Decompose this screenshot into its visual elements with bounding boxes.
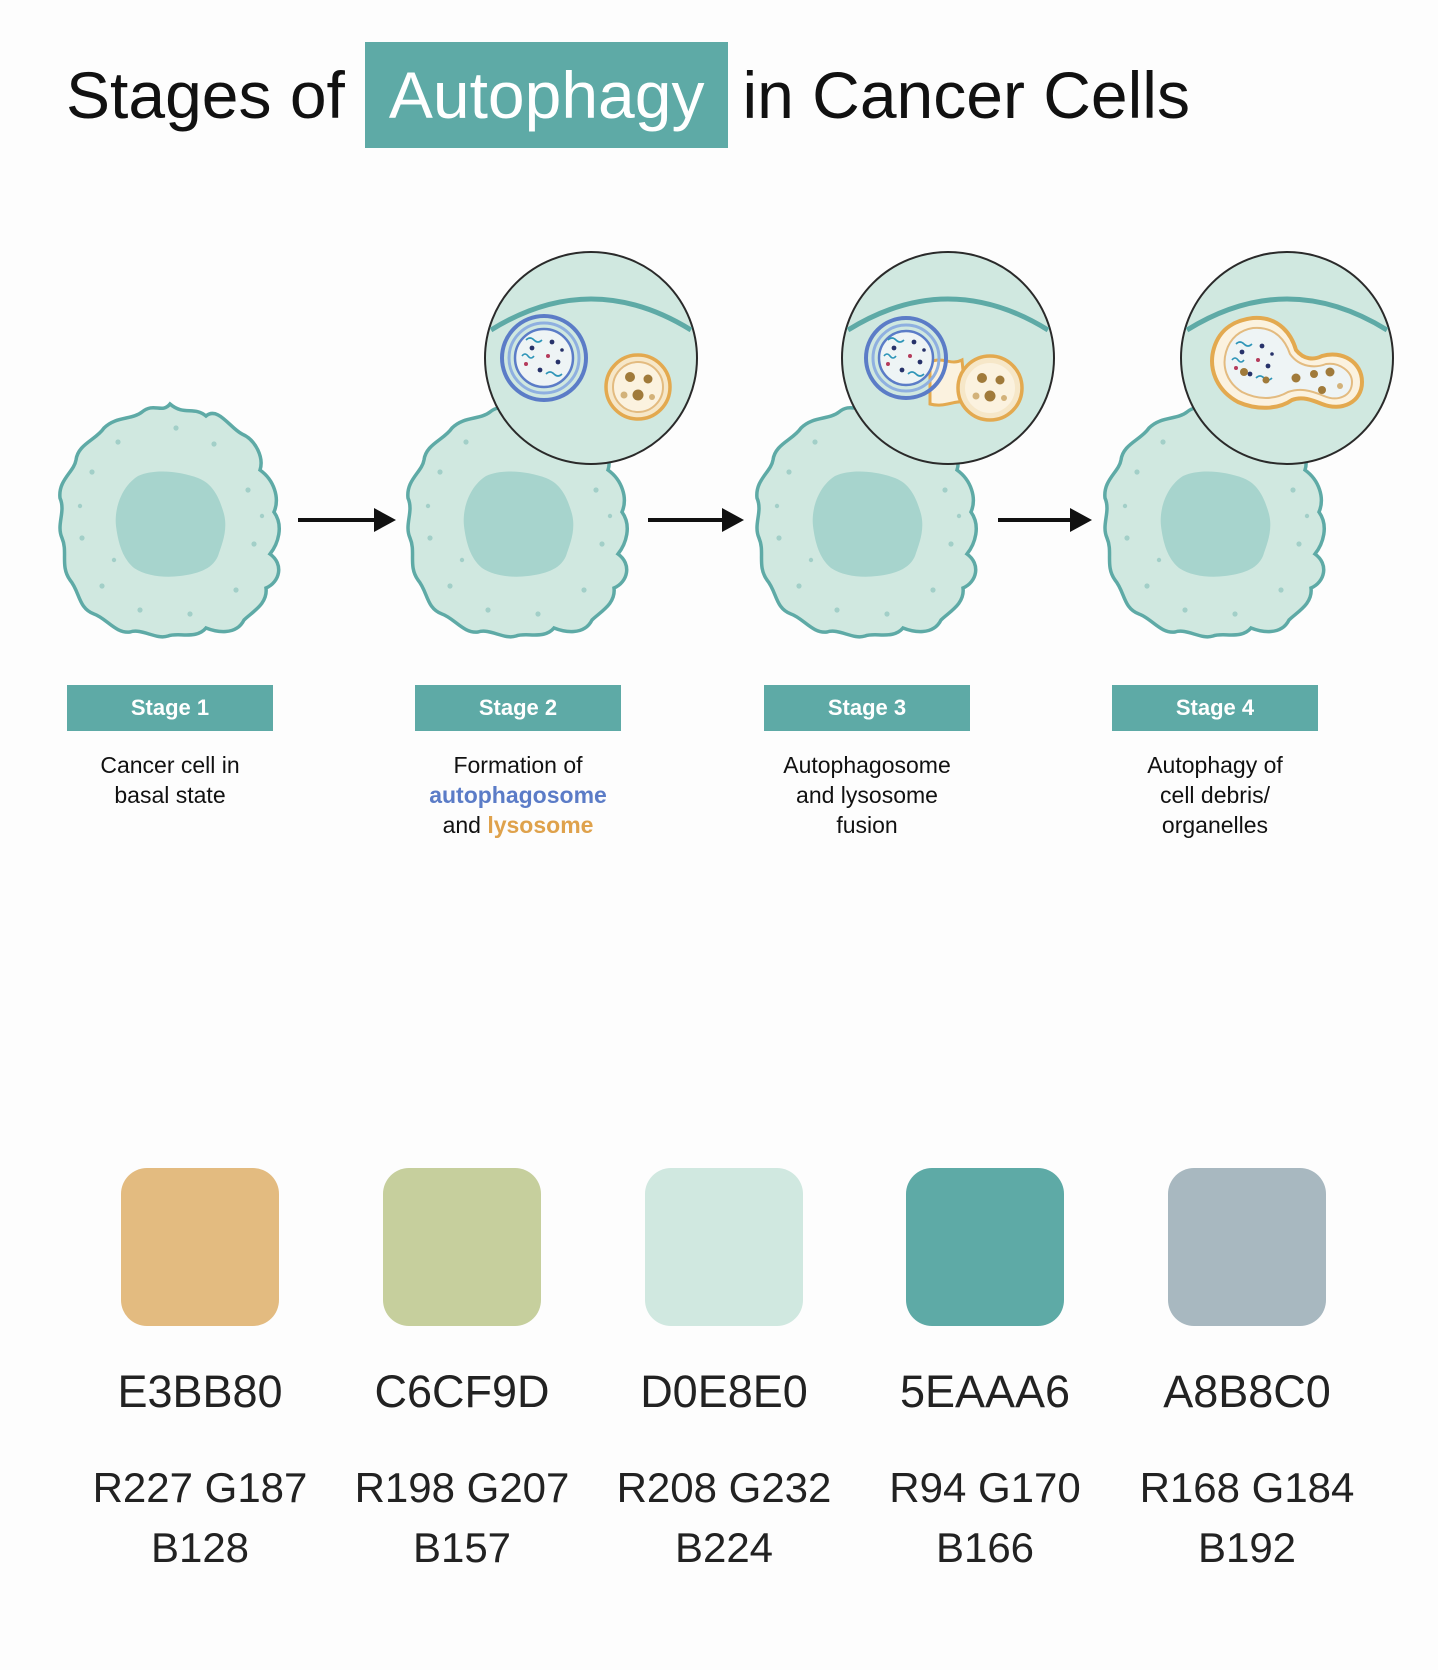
palette-hex-code: D0E8E0 bbox=[640, 1366, 808, 1417]
stage-4-desc-line: organelles bbox=[1161, 812, 1269, 838]
palette-swatch bbox=[906, 1168, 1064, 1326]
title-prefix: Stages of bbox=[66, 58, 345, 132]
stage-1-label: Stage 1 bbox=[67, 685, 273, 731]
arrow-1-to-2 bbox=[298, 508, 396, 532]
stage-4-label: Stage 4 bbox=[1112, 685, 1318, 731]
stage-3-label: Stage 3 bbox=[764, 685, 970, 731]
palette-rgb-values: R94 G170 B166 bbox=[854, 1458, 1116, 1578]
stage-4-zoom-inset bbox=[1180, 251, 1394, 465]
title-highlight: Autophagy bbox=[364, 42, 729, 148]
stage-3-desc-line: fusion bbox=[836, 812, 898, 838]
rgb-line: R208 G232 bbox=[616, 1464, 832, 1511]
palette-rgb-values: R208 G232 B224 bbox=[593, 1458, 855, 1578]
stage-4-desc-line: cell debris/ bbox=[1160, 782, 1270, 808]
stage-3-description: Autophagosome and lysosome fusion bbox=[732, 750, 1002, 840]
lysosome-keyword: lysosome bbox=[487, 812, 594, 838]
stage-2-description: Formation of autophagosome and lysosome bbox=[383, 750, 653, 840]
stage-2-desc-and: and bbox=[442, 812, 488, 838]
rgb-line: R227 G187 bbox=[92, 1464, 308, 1511]
rgb-line: R168 G184 bbox=[1139, 1464, 1355, 1511]
stage-2-desc-line: Formation of bbox=[453, 752, 583, 778]
palette-hex-code: A8B8C0 bbox=[1163, 1366, 1331, 1417]
stage-3-desc-line: Autophagosome bbox=[783, 752, 951, 778]
stage-1-desc-line: basal state bbox=[114, 782, 226, 808]
stage-2-zoom-inset bbox=[484, 251, 698, 465]
fusing-lysosome-shape bbox=[928, 354, 1024, 422]
stage-3-zoom-inset bbox=[841, 251, 1055, 465]
autophagosome-keyword: autophagosome bbox=[429, 782, 607, 808]
stage-1-description: Cancer cell in basal state bbox=[35, 750, 305, 810]
stage-1-cell bbox=[60, 404, 279, 637]
rgb-line: B157 bbox=[412, 1524, 512, 1571]
palette-hex-code: 5EAAA6 bbox=[899, 1366, 1071, 1417]
stage-4-desc-line: Autophagy of bbox=[1147, 752, 1283, 778]
autophagy-stages-diagram bbox=[0, 251, 1394, 650]
palette-rgb-values: R168 G184 B192 bbox=[1116, 1458, 1378, 1578]
rgb-line: B166 bbox=[935, 1524, 1035, 1571]
rgb-line: R198 G207 bbox=[354, 1464, 570, 1511]
palette-swatch bbox=[121, 1168, 279, 1326]
rgb-line: B128 bbox=[150, 1524, 250, 1571]
palette-hex-code: C6CF9D bbox=[374, 1366, 550, 1417]
palette-rgb-values: R227 G187 B128 bbox=[69, 1458, 331, 1578]
title-suffix: in Cancer Cells bbox=[742, 58, 1190, 132]
palette-rgb-values: R198 G207 B157 bbox=[331, 1458, 593, 1578]
palette-swatch bbox=[645, 1168, 803, 1326]
palette-swatch bbox=[1168, 1168, 1326, 1326]
palette-hex-code: E3BB80 bbox=[117, 1366, 283, 1417]
autophagosome-shape bbox=[500, 314, 588, 402]
stage-3-desc-line: and lysosome bbox=[796, 782, 938, 808]
rgb-line: B192 bbox=[1197, 1524, 1297, 1571]
lysosome-shape bbox=[604, 353, 672, 421]
fusing-autophagosome-shape bbox=[864, 316, 948, 400]
stage-1-desc-line: Cancer cell in bbox=[100, 752, 240, 778]
arrow-3-to-4 bbox=[998, 508, 1092, 532]
rgb-line: R94 G170 bbox=[889, 1464, 1081, 1511]
arrow-2-to-3 bbox=[648, 508, 744, 532]
stage-2-label: Stage 2 bbox=[415, 685, 621, 731]
page-title: Stages of Autophagy in Cancer Cells bbox=[66, 42, 1190, 148]
autolysosome-shape bbox=[1210, 315, 1365, 410]
stage-4-description: Autophagy of cell debris/ organelles bbox=[1080, 750, 1350, 840]
rgb-line: B224 bbox=[674, 1524, 774, 1571]
palette-swatch bbox=[383, 1168, 541, 1326]
